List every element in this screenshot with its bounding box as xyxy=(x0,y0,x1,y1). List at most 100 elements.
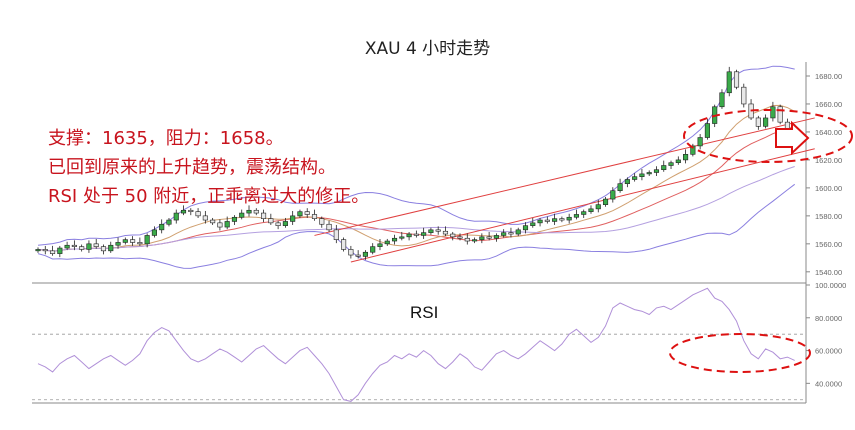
candle-body xyxy=(552,218,558,222)
candle-body xyxy=(384,240,390,245)
candle-body xyxy=(493,235,499,239)
price-tick-label: 1620.00 xyxy=(815,156,842,165)
rsi-tick-label: 100.0000 xyxy=(815,281,846,290)
candle-body xyxy=(326,223,332,231)
candle-body xyxy=(100,246,107,252)
price-tick-label: 1680.00 xyxy=(815,72,842,81)
candle-body xyxy=(581,211,587,215)
candle-body xyxy=(57,247,63,254)
candle-body xyxy=(341,239,347,250)
candle-body xyxy=(413,233,419,236)
candle-body xyxy=(362,251,368,257)
candle-body xyxy=(406,233,412,238)
candle-body xyxy=(486,236,492,239)
rsi-title: RSI xyxy=(410,303,439,322)
candle-body xyxy=(253,209,259,214)
candle-body xyxy=(719,92,725,108)
candle-body xyxy=(93,243,99,247)
price-tick-label: 1540.00 xyxy=(815,268,842,277)
candle-body xyxy=(311,214,318,219)
candle-body xyxy=(275,222,281,226)
candle-body xyxy=(144,235,150,245)
candle-body xyxy=(246,209,252,214)
candle-body xyxy=(704,123,710,138)
moving-average-fast xyxy=(37,104,795,252)
candle-body xyxy=(115,242,121,246)
candle-body xyxy=(304,211,310,215)
candle-body xyxy=(566,216,572,221)
candle-body xyxy=(239,212,245,218)
candle-body xyxy=(261,212,267,219)
candle-body xyxy=(595,204,601,210)
candle-body xyxy=(697,137,703,147)
candle-body xyxy=(159,223,165,231)
trendline-upper xyxy=(314,117,815,236)
candle-body xyxy=(71,244,77,247)
candle-body xyxy=(646,172,652,175)
candle-body xyxy=(559,218,565,221)
candle-body xyxy=(522,225,529,231)
rsi-tick-label: 60.0000 xyxy=(815,347,842,356)
candle-body xyxy=(479,236,485,240)
candle-body xyxy=(348,249,354,256)
candle-body xyxy=(588,208,594,212)
candle-body xyxy=(726,71,732,94)
candle-body xyxy=(297,211,303,217)
candle-body xyxy=(370,246,376,253)
price-tick-label: 1660.00 xyxy=(815,100,842,109)
candle-body xyxy=(391,237,398,242)
candle-body xyxy=(137,242,143,245)
candle-body xyxy=(319,218,325,225)
candle-body xyxy=(661,165,667,171)
candle-body xyxy=(457,236,463,239)
candle-body xyxy=(610,190,616,200)
candle-body xyxy=(435,229,441,232)
candle-body xyxy=(421,232,427,236)
candle-body xyxy=(195,211,201,217)
candle-body xyxy=(35,249,41,252)
candle-body xyxy=(537,219,543,224)
candle-body xyxy=(690,145,696,155)
candle-body xyxy=(683,154,689,161)
candle-body xyxy=(399,236,405,239)
moving-average-slow xyxy=(37,166,795,252)
candle-body xyxy=(122,239,128,243)
candle-body xyxy=(333,229,339,240)
candle-body xyxy=(108,244,114,252)
candle-body xyxy=(151,229,157,236)
candle-body xyxy=(624,179,630,184)
price-tick-label: 1580.00 xyxy=(815,212,842,221)
candle-body xyxy=(130,239,136,243)
candle-body xyxy=(653,169,660,173)
candle-body xyxy=(632,176,638,180)
candle-body xyxy=(42,249,48,252)
candle-body xyxy=(464,237,470,242)
candle-body xyxy=(180,209,187,214)
bollinger-lower-band xyxy=(37,183,796,269)
candle-body xyxy=(224,221,230,228)
candle-body xyxy=(675,159,681,164)
candle-body xyxy=(515,229,521,235)
candle-body xyxy=(79,246,85,250)
candle-body xyxy=(733,71,740,88)
candle-body xyxy=(472,239,478,242)
candle-body xyxy=(442,230,449,235)
annotation-rsi: RSI 处于 50 附近，正乖离过大的修正。 xyxy=(48,186,370,207)
candle-body xyxy=(668,162,674,166)
candle-body xyxy=(508,232,514,235)
candle-body xyxy=(777,106,783,123)
candle-body xyxy=(290,215,296,222)
price-highlight-ellipse xyxy=(683,109,853,163)
annotation-support-resistance: 支撑：1635，阻力：1658。 xyxy=(48,128,284,149)
rsi-tick-label: 40.0000 xyxy=(815,379,842,388)
candle-body xyxy=(617,183,623,191)
candle-body xyxy=(202,215,208,221)
rsi-line xyxy=(37,287,795,402)
candle-body xyxy=(268,218,274,224)
candle-body xyxy=(231,216,238,222)
candle-body xyxy=(217,222,223,228)
candle-body xyxy=(755,117,761,127)
candle-body xyxy=(501,232,507,236)
